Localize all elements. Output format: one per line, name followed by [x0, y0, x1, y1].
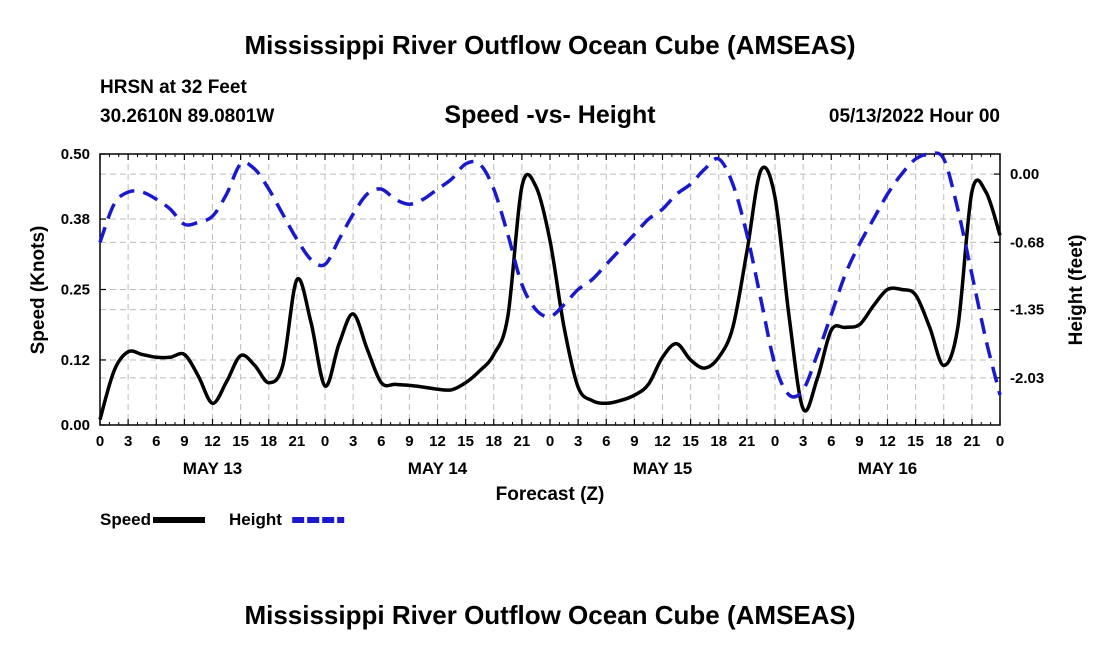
- x-tick-label: 18: [935, 433, 952, 450]
- x-tick-label: 3: [799, 433, 807, 450]
- legend-label-speed: Speed: [100, 510, 151, 529]
- day-label: MAY 13: [183, 459, 243, 478]
- x-tick-label: 12: [204, 433, 221, 450]
- x-tick-label: 9: [630, 433, 638, 450]
- day-label: MAY 14: [408, 459, 468, 478]
- x-tick-label: 3: [349, 433, 357, 450]
- x-tick-label: 0: [546, 433, 554, 450]
- y-tick-label: 0.12: [61, 352, 90, 369]
- y2-tick-label: -0.68: [1010, 234, 1044, 251]
- chart-subtitle: Speed -vs- Height: [444, 101, 656, 129]
- x-tick-label: 6: [827, 433, 835, 450]
- station-coordinates: 30.2610N 89.0801W: [100, 106, 275, 127]
- y-axis-label: Speed (Knots): [28, 226, 49, 355]
- y-tick-label: 0.25: [61, 282, 90, 299]
- y-tick-label: 0.00: [61, 417, 90, 434]
- chart-grid: [100, 154, 1000, 425]
- x-tick-label: 15: [682, 433, 699, 450]
- x-tick-label: 0: [996, 433, 1004, 450]
- x-tick-label: 9: [180, 433, 188, 450]
- x-axis-label: Forecast (Z): [496, 484, 605, 505]
- series-line-speed: [98, 165, 1002, 421]
- y-tick-label: 0.38: [61, 211, 90, 228]
- x-tick-label: 15: [457, 433, 474, 450]
- x-tick-label: 0: [321, 433, 329, 450]
- x-tick-label: 21: [289, 433, 306, 450]
- y2-tick-label: -1.35: [1010, 302, 1044, 319]
- x-tick-label: 9: [405, 433, 413, 450]
- x-tick-label: 6: [152, 433, 160, 450]
- series-line-height: [98, 151, 1002, 399]
- footer-title: Mississippi River Outflow Ocean Cube (AM…: [244, 600, 856, 630]
- station-name: HRSN at 32 Feet: [100, 77, 247, 98]
- x-tick-label: 12: [654, 433, 671, 450]
- x-tick-label: 21: [964, 433, 981, 450]
- axis-ticks: 0 3 6 9 12 15 18 21 0 3 6 9 12 15 18 21 0 3 6 9 12 15 18 21 0 3 6 9…: [61, 146, 1044, 478]
- x-tick-label: 21: [514, 433, 531, 450]
- x-tick-label: 18: [485, 433, 502, 450]
- day-label: MAY 16: [858, 459, 918, 478]
- x-tick-label: 18: [260, 433, 277, 450]
- x-tick-label: 3: [124, 433, 132, 450]
- x-tick-label: 18: [710, 433, 727, 450]
- forecast-date: 05/13/2022 Hour 00: [828, 106, 1000, 127]
- x-tick-label: 12: [429, 433, 446, 450]
- legend-label-height: Height: [229, 510, 282, 529]
- x-tick-label: 9: [855, 433, 863, 450]
- x-tick-label: 6: [602, 433, 610, 450]
- page-title: Mississippi River Outflow Ocean Cube (AM…: [244, 30, 856, 60]
- x-tick-label: 15: [907, 433, 924, 450]
- chart-series: [98, 151, 1002, 421]
- x-tick-label: 0: [96, 433, 104, 450]
- chart-legend: Speed Height: [100, 510, 345, 529]
- x-tick-label: 3: [574, 433, 582, 450]
- x-tick-label: 6: [377, 433, 385, 450]
- x-tick-label: 15: [232, 433, 249, 450]
- x-tick-label: 12: [879, 433, 896, 450]
- x-tick-label: 21: [739, 433, 756, 450]
- x-tick-label: 0: [771, 433, 779, 450]
- y-tick-label: 0.50: [61, 146, 90, 163]
- day-label: MAY 15: [633, 459, 693, 478]
- y2-tick-label: 0.00: [1010, 166, 1039, 183]
- y2-tick-label: -2.03: [1010, 370, 1044, 387]
- y2-axis-label: Height (feet): [1066, 235, 1087, 346]
